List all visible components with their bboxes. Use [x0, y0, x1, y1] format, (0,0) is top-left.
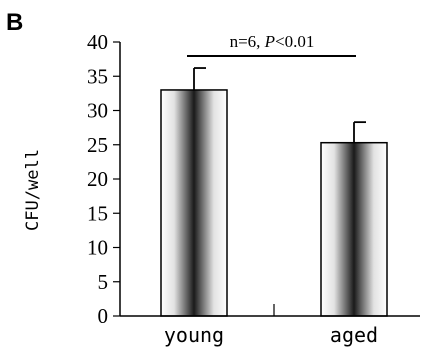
- bars: [160, 67, 388, 317]
- bar-young: [160, 89, 228, 317]
- category-label-young: young: [164, 323, 224, 347]
- category-label-aged: aged: [330, 323, 378, 347]
- y-tick-label: 20: [87, 167, 108, 191]
- y-tick-label: 15: [87, 201, 108, 225]
- category-labels: young aged: [164, 323, 378, 347]
- panel-label: B: [6, 9, 23, 36]
- annotation-prefix: n=6,: [230, 32, 265, 51]
- y-axis-label: CFU/well: [23, 149, 43, 231]
- y-tick-label: 25: [87, 133, 108, 157]
- y-tick-label: 10: [87, 236, 108, 260]
- y-tick-label: 0: [98, 304, 109, 328]
- y-tick-label: 5: [98, 270, 109, 294]
- y-tick-label: 30: [87, 99, 108, 123]
- significance-annotation: n=6, P<0.01: [230, 32, 315, 51]
- bar-aged: [320, 141, 388, 317]
- y-tick-label: 35: [87, 64, 108, 88]
- y-tick-label: 40: [87, 30, 108, 54]
- annotation-suffix: <0.01: [275, 32, 314, 51]
- y-axis-ticks: 0 5 10 15 20 25 30 35 40: [87, 30, 120, 328]
- annotation-p-symbol: P: [264, 32, 275, 51]
